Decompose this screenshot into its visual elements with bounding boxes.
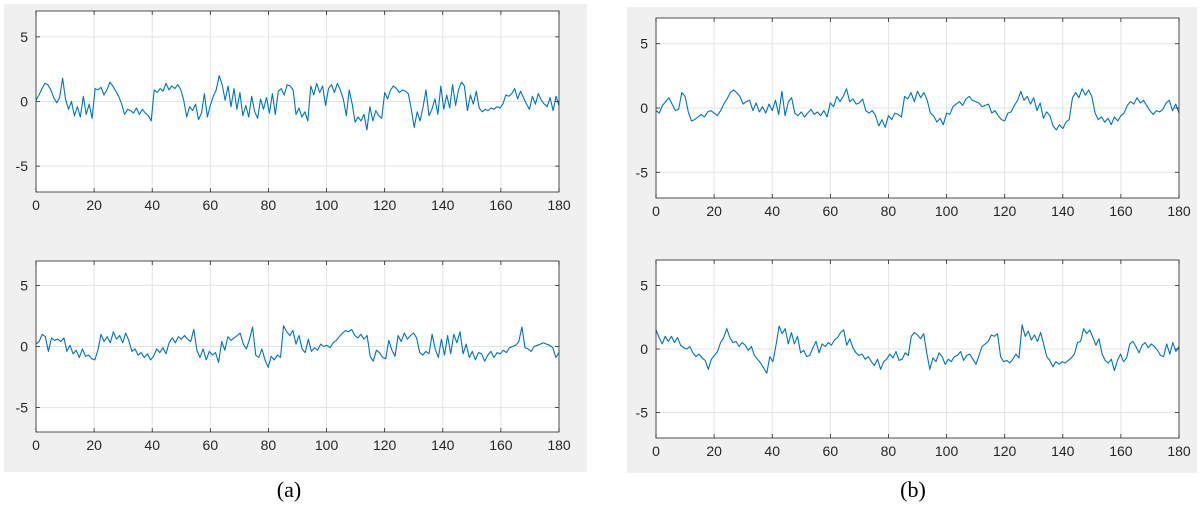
x-tick-label: 0	[652, 203, 660, 219]
x-tick-label: 160	[489, 197, 513, 213]
y-tick-label: -5	[16, 158, 29, 174]
x-tick-label: 0	[32, 197, 40, 213]
plot-a-top: 0 20 40 60 80 100 120 140 160 180 5 0 -5	[16, 10, 571, 213]
x-tick-label: 80	[261, 437, 277, 453]
x-tick-label: 100	[315, 437, 339, 453]
y-tick-label: 0	[20, 339, 28, 355]
x-tick-label: 160	[489, 437, 513, 453]
x-tick-label: 180	[1167, 443, 1191, 459]
x-tick-label: 120	[373, 437, 397, 453]
y-tick-label: -5	[16, 400, 29, 416]
x-tick-label: 60	[823, 203, 839, 219]
series-line	[35, 75, 560, 131]
x-tick-label: 20	[706, 203, 722, 219]
x-tick-label: 60	[203, 437, 219, 453]
x-tick-label: 180	[547, 197, 571, 213]
x-tick-label: 120	[993, 203, 1017, 219]
plot-b-bottom: 0 20 40 60 80 100 120 140 160 180 5 0 -5	[636, 259, 1191, 459]
x-tick-label: 140	[1051, 203, 1075, 219]
plot-b-top: 0 20 40 60 80 100 120 140 160 180 5 0 -5	[636, 17, 1191, 219]
x-tick-label: 40	[144, 197, 160, 213]
y-tick-label: 5	[640, 277, 648, 293]
x-tick-label: 140	[431, 197, 455, 213]
series-line	[35, 325, 560, 368]
x-tick-label: 60	[203, 197, 219, 213]
x-tick-label: 100	[315, 197, 339, 213]
x-tick-label: 20	[86, 197, 102, 213]
y-tick-label: -5	[636, 164, 649, 180]
x-tick-label: 160	[1109, 203, 1133, 219]
y-tick-label: 0	[640, 100, 648, 116]
y-tick-label: 0	[640, 341, 648, 357]
y-tick-label: 5	[20, 277, 28, 293]
x-tick-label: 140	[431, 437, 455, 453]
x-tick-label: 20	[86, 437, 102, 453]
x-tick-label: 100	[935, 443, 959, 459]
y-tick-label: -5	[636, 405, 649, 421]
x-tick-label: 40	[764, 203, 780, 219]
x-tick-label: 40	[144, 437, 160, 453]
series-line	[655, 324, 1180, 374]
x-tick-label: 80	[881, 203, 897, 219]
x-tick-label: 180	[1167, 203, 1191, 219]
x-tick-label: 60	[823, 443, 839, 459]
caption-a: (a)	[276, 477, 302, 502]
x-tick-label: 0	[652, 443, 660, 459]
x-tick-label: 80	[881, 443, 897, 459]
y-tick-label: 5	[20, 29, 28, 45]
y-tick-label: 5	[640, 36, 648, 52]
caption-b: (b)	[900, 477, 926, 502]
x-tick-label: 20	[706, 443, 722, 459]
x-tick-label: 80	[261, 197, 277, 213]
series-line	[655, 88, 1180, 131]
y-tick-label: 0	[20, 94, 28, 110]
plot-a-bottom: 0 20 40 60 80 100 120 140 160 180 5 0 -5	[16, 260, 571, 453]
x-tick-label: 160	[1109, 443, 1133, 459]
x-tick-label: 120	[993, 443, 1017, 459]
x-tick-label: 120	[373, 197, 397, 213]
x-tick-label: 0	[32, 437, 40, 453]
x-tick-label: 180	[547, 437, 571, 453]
x-tick-label: 40	[764, 443, 780, 459]
x-tick-label: 140	[1051, 443, 1075, 459]
x-tick-label: 100	[935, 203, 959, 219]
